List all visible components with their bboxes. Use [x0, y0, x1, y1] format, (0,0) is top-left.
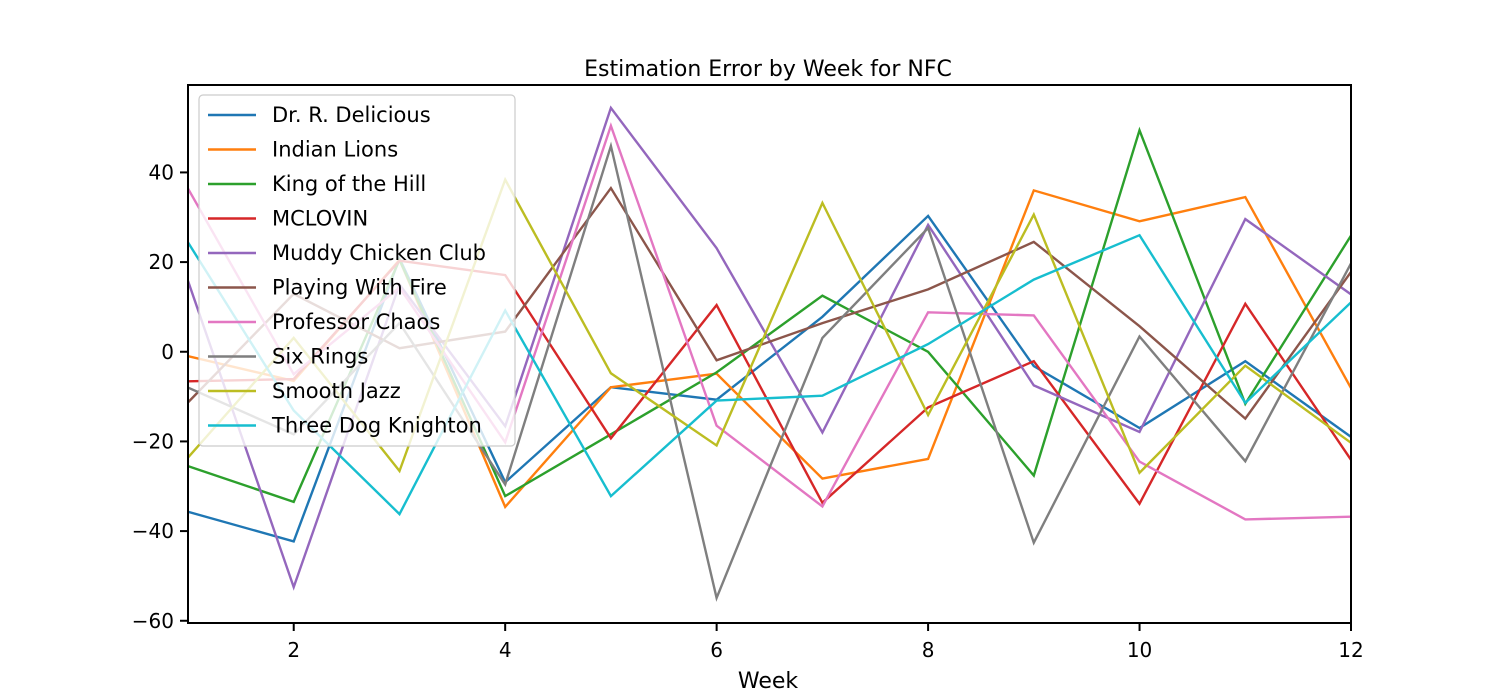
y-tick-label: 20	[149, 250, 174, 274]
x-axis-label: Week	[738, 669, 799, 694]
y-tick-label: 0	[161, 340, 174, 364]
legend-label-dr-r-delicious: Dr. R. Delicious	[272, 103, 431, 127]
chart-title: Estimation Error by Week for NFC	[584, 57, 952, 82]
legend-label-mclovin: MCLOVIN	[272, 207, 368, 231]
legend-label-playing-with-fire: Playing With Fire	[272, 276, 447, 300]
axes: 2 4 6 8 10 12 −60 −40 −20 0 20 40	[132, 84, 1364, 662]
x-tick-label: 8	[922, 638, 935, 662]
legend-label-six-rings: Six Rings	[272, 345, 368, 369]
y-tick-label: −60	[132, 609, 174, 633]
x-tick-label: 10	[1127, 638, 1152, 662]
series-line-smooth-jazz	[188, 176, 1351, 475]
legend-label-professor-chaos: Professor Chaos	[272, 310, 440, 334]
x-tick-label: 12	[1338, 638, 1363, 662]
plot-frame	[187, 84, 1352, 624]
legend-box	[198, 94, 516, 447]
legend-label-king-of-the-hill: King of the Hill	[272, 172, 426, 196]
y-tick-label: −20	[132, 429, 174, 453]
legend-label-smooth-jazz: Smooth Jazz	[272, 379, 401, 403]
x-tick-label: 4	[499, 638, 512, 662]
x-tick-label: 2	[287, 638, 300, 662]
legend-label-three-dog-knighton: Three Dog Knighton	[271, 414, 482, 438]
series-line-three-dog-knighton	[188, 233, 1351, 517]
legend-label-muddy-chicken-club: Muddy Chicken Club	[272, 241, 486, 265]
x-tick-label: 6	[710, 638, 723, 662]
y-tick-label: −40	[132, 519, 174, 543]
legend: Dr. R. Delicious Indian Lions King of the …	[198, 94, 516, 447]
legend-label-indian-lions: Indian Lions	[272, 138, 398, 162]
y-tick-label: 40	[149, 160, 174, 184]
